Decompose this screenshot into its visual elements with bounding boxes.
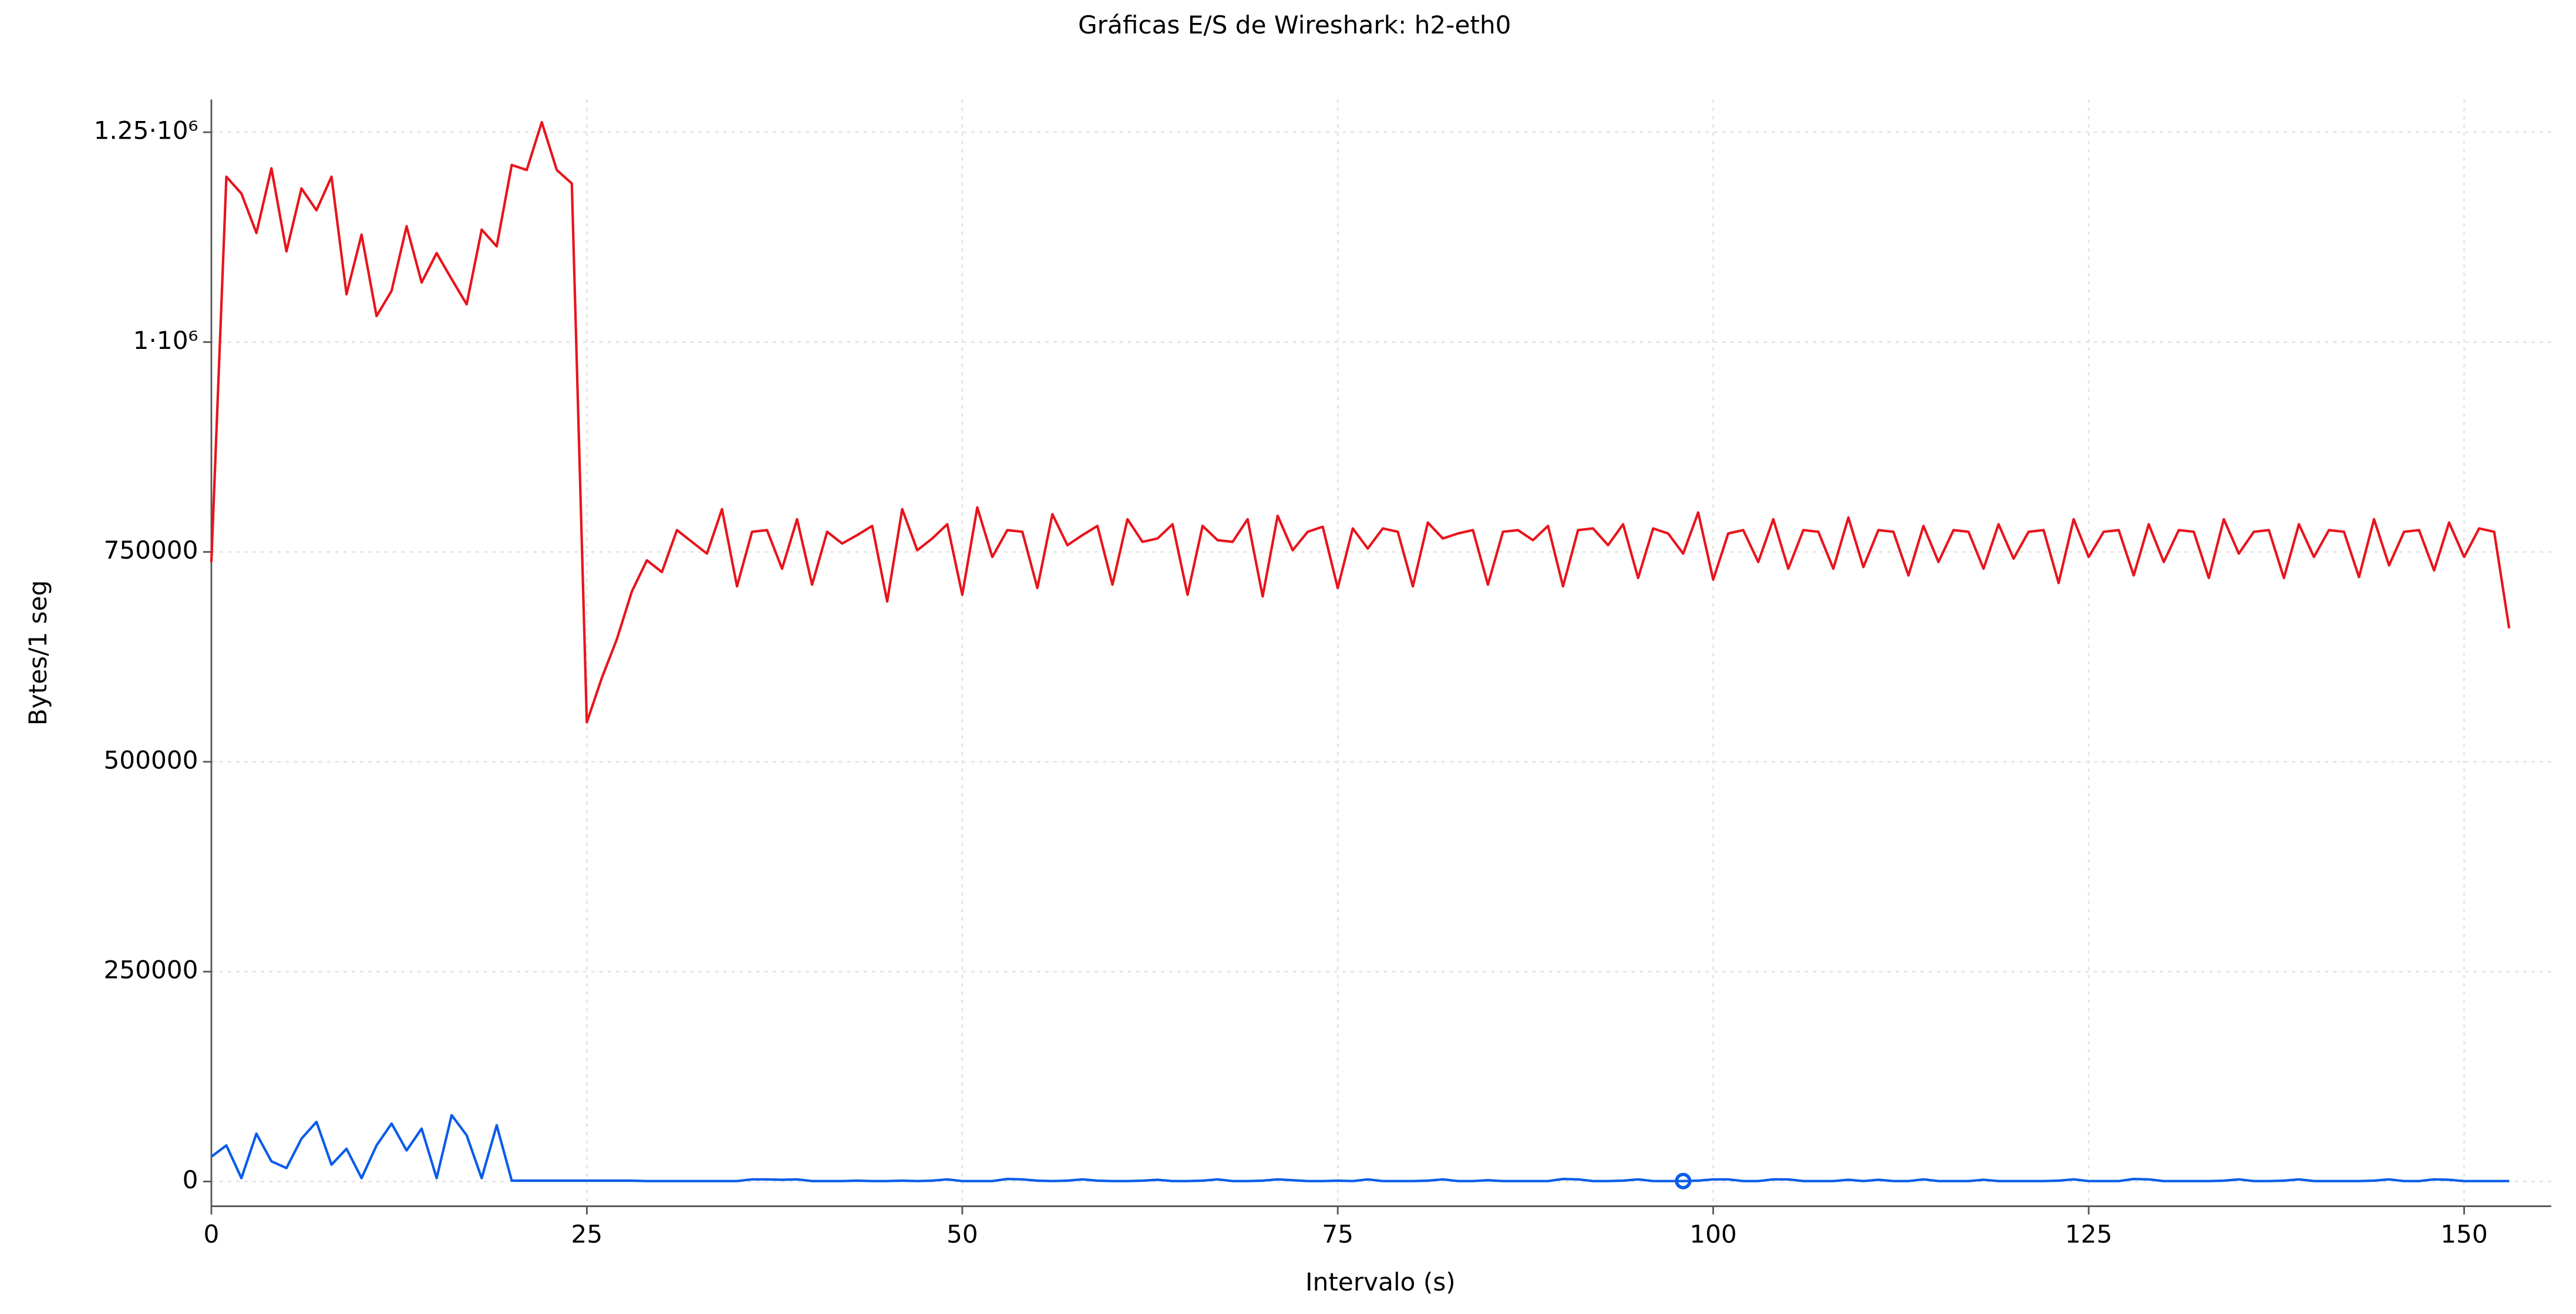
x-tick-label: 75 <box>1322 1220 1353 1249</box>
x-tick-label: 25 <box>571 1220 603 1249</box>
y-tick-label: 500000 <box>103 745 198 774</box>
cursor-marker <box>1675 1172 1692 1189</box>
x-tick-label: 125 <box>2065 1220 2113 1249</box>
y-tick-label: 0 <box>183 1165 198 1194</box>
x-tick-label: 50 <box>947 1220 978 1249</box>
y-tick-label: 750000 <box>103 536 198 564</box>
series-line <box>210 120 2511 724</box>
y-tick-label: 250000 <box>103 956 198 984</box>
series-line <box>210 1114 2510 1182</box>
x-axis-label: Intervalo (s) <box>1305 1268 1456 1296</box>
y-tick-label: 1·10⁶ <box>133 326 198 355</box>
x-tick-label: 150 <box>2440 1220 2488 1249</box>
chart-title: Gráficas E/S de Wireshark: h2-eth0 <box>1078 11 1511 39</box>
y-axis-label: Bytes/1 seg <box>23 580 52 725</box>
x-tick-label: 0 <box>204 1220 220 1249</box>
x-tick-label: 100 <box>1689 1220 1737 1249</box>
y-tick-label: 1.25·10⁶ <box>94 116 198 145</box>
